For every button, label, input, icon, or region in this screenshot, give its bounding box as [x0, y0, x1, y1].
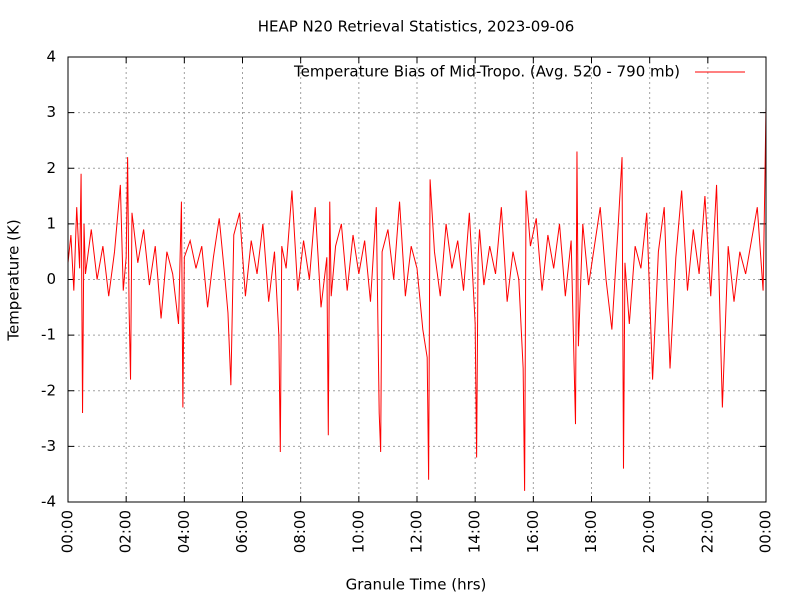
legend-label: Temperature Bias of Mid-Tropo. (Avg. 520… [293, 63, 680, 81]
y-tick-label: 4 [46, 48, 56, 66]
x-tick-label: 08:00 [291, 510, 309, 553]
plot-border [67, 56, 767, 503]
x-tick-label: 10:00 [349, 510, 367, 553]
y-tick-label: -4 [41, 493, 56, 511]
x-tick-label: 16:00 [524, 510, 542, 553]
x-tick-label: 22:00 [698, 510, 716, 553]
y-tick-label: -2 [41, 381, 56, 399]
x-tick-label: 00:00 [757, 510, 775, 553]
x-axis-label: Granule Time (hrs) [346, 576, 487, 594]
x-tick-label: 02:00 [117, 510, 135, 553]
y-tick-label: 0 [46, 270, 56, 288]
x-tick-label: 12:00 [408, 510, 426, 553]
x-tick-label: 04:00 [175, 510, 193, 553]
y-axis-label: Temperature (K) [5, 219, 23, 341]
x-tick-label: 14:00 [466, 510, 484, 553]
x-tick-label: 20:00 [640, 510, 658, 553]
y-tick-label: 1 [46, 214, 56, 232]
y-tick-label: -1 [41, 326, 56, 344]
y-tick-label: 3 [46, 103, 56, 121]
data-line [67, 107, 767, 491]
y-tick-label: -3 [41, 437, 56, 455]
x-tick-label: 18:00 [582, 510, 600, 553]
x-tick-label: 06:00 [233, 510, 251, 553]
chart-title: HEAP N20 Retrieval Statistics, 2023-09-0… [258, 18, 575, 36]
y-tick-label: 2 [46, 159, 56, 177]
x-tick-label: 00:00 [59, 510, 77, 553]
